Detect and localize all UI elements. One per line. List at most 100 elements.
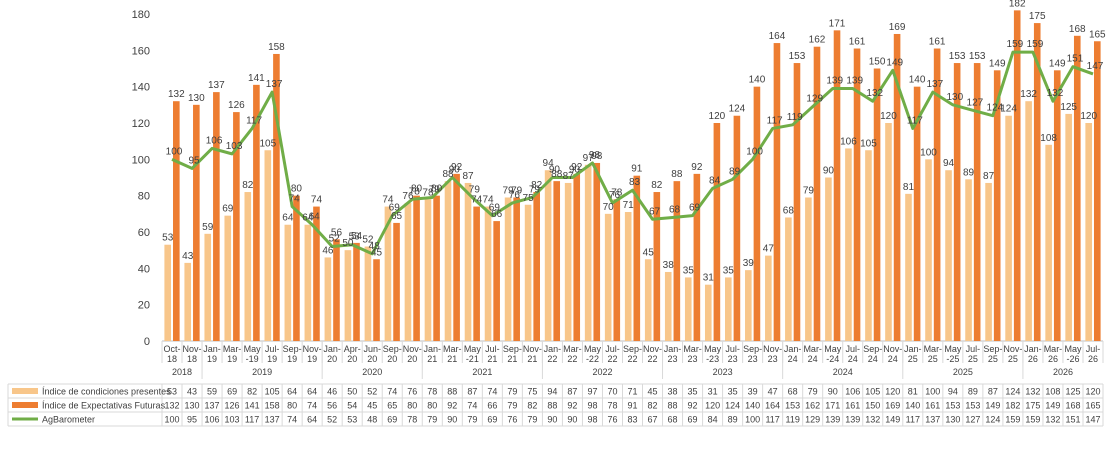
data-label-expectativas-futuras: 162 [809,35,826,46]
data-label-agbarometer: 89 [729,166,741,177]
table-cell: 90 [547,415,557,425]
table-cell: 100 [925,387,940,397]
data-label-expectativas-futuras: 153 [789,51,806,62]
x-category-label: Nov- [763,344,782,354]
table-cell: 87 [988,387,998,397]
data-label-expectativas-futuras: 182 [1009,0,1026,9]
data-label-agbarometer: 103 [226,141,243,152]
x-category-label: 23 [728,354,738,364]
x-category-label: 24 [888,354,898,364]
x-year-label: 2021 [472,367,492,377]
data-label-agbarometer: 100 [166,146,183,157]
table-cell: 159 [1025,415,1040,425]
table-cell: 31 [708,387,718,397]
data-label-expectativas-futuras: 140 [749,75,766,86]
x-category-label: May [584,344,602,354]
data-label-condiciones-presentes: 132 [1020,89,1037,100]
table-cell: 120 [1085,387,1100,397]
bar-condiciones-presentes [404,202,412,341]
x-category-label: 19 [227,354,237,364]
table-cell: 74 [467,401,477,411]
data-label-condiciones-presentes: 76 [402,191,414,202]
x-category-label: 26 [1048,354,1058,364]
data-label-expectativas-futuras: 140 [909,75,926,86]
table-cell: 68 [788,387,798,397]
x-category-label: Mar- [803,344,822,354]
data-label-condiciones-presentes: 124 [1000,104,1017,115]
x-category-label: 22 [547,354,557,364]
data-label-agbarometer: 137 [926,79,943,90]
table-cell: 106 [845,387,860,397]
bar-condiciones-presentes [985,182,992,341]
table-cell: 137 [925,415,940,425]
x-category-label: 23 [668,354,678,364]
data-label-expectativas-futuras: 126 [228,100,245,111]
x-category-label: Jan- [904,344,922,354]
table-cell: 126 [225,401,240,411]
table-cell: 127 [965,415,980,425]
data-label-condiciones-presentes: 94 [943,158,955,169]
bar-condiciones-presentes [244,192,252,341]
data-label-condiciones-presentes: 79 [503,185,515,196]
bar-expectativas-futuras [753,86,761,342]
bar-expectativas-futuras [933,48,941,342]
data-label-agbarometer: 69 [489,203,501,214]
x-category-label: -25 [946,354,959,364]
table-cell: 66 [487,401,497,411]
x-category-label: -22 [586,354,599,364]
data-label-expectativas-futuras: 66 [491,209,503,220]
x-category-label: Jun- [363,344,381,354]
table-cell: 94 [547,387,557,397]
data-label-condiciones-presentes: 53 [162,233,174,244]
x-category-label: 22 [567,354,577,364]
table-cell: 76 [607,415,617,425]
table-cell: 125 [1065,387,1080,397]
bar-expectativas-futuras [273,53,280,341]
table-cell: 140 [905,401,920,411]
bar-condiciones-presentes [785,217,792,341]
bar-expectativas-futuras [173,101,180,341]
table-cell: 124 [1005,387,1020,397]
bar-condiciones-presentes [865,150,872,341]
table-cell: 106 [205,415,220,425]
table-cell: 82 [648,401,658,411]
x-category-label: 24 [788,354,798,364]
table-cell: 82 [247,387,257,397]
bar-expectativas-futuras [553,181,561,341]
table-cell: 35 [728,387,738,397]
bar-expectativas-futuras [473,206,480,341]
table-cell: 43 [187,387,197,397]
data-label-agbarometer: 117 [767,115,783,126]
data-label-expectativas-futuras: 150 [869,57,886,68]
table-cell: 70 [607,387,617,397]
bar-condiciones-presentes [204,233,212,341]
x-category-label: 20 [347,354,357,364]
table-cell: 48 [367,415,377,425]
table-cell: 130 [185,401,200,411]
data-label-condiciones-presentes: 35 [723,265,735,276]
data-label-expectativas-futuras: 141 [248,73,265,84]
table-cell: 159 [1005,415,1020,425]
table-cell: 137 [205,401,220,411]
table-cell: 79 [467,415,477,425]
x-category-label: 18 [167,354,177,364]
data-label-expectativas-futuras: 82 [531,180,543,191]
table-cell: 39 [748,387,758,397]
table-cell: 75 [527,387,537,397]
legend-swatch-expectativas-futuras [12,402,38,408]
x-category-label: 25 [1008,354,1018,364]
x-category-label: -24 [826,354,839,364]
bar-condiciones-presentes [1065,113,1072,342]
x-category-label: Mar- [683,344,702,354]
bar-condiciones-presentes [264,150,272,341]
x-category-label: 20 [327,354,337,364]
data-label-condiciones-presentes: 120 [880,111,897,122]
data-label-expectativas-futuras: 164 [769,31,786,42]
x-category-label: Nov- [883,344,902,354]
y-tick-label: 160 [132,45,150,57]
data-label-expectativas-futuras: 153 [969,51,986,62]
x-category-label: 20 [367,354,377,364]
x-category-label: Jul- [966,344,981,354]
data-label-agbarometer: 90 [449,165,461,176]
data-label-agbarometer: 159 [1007,39,1024,50]
